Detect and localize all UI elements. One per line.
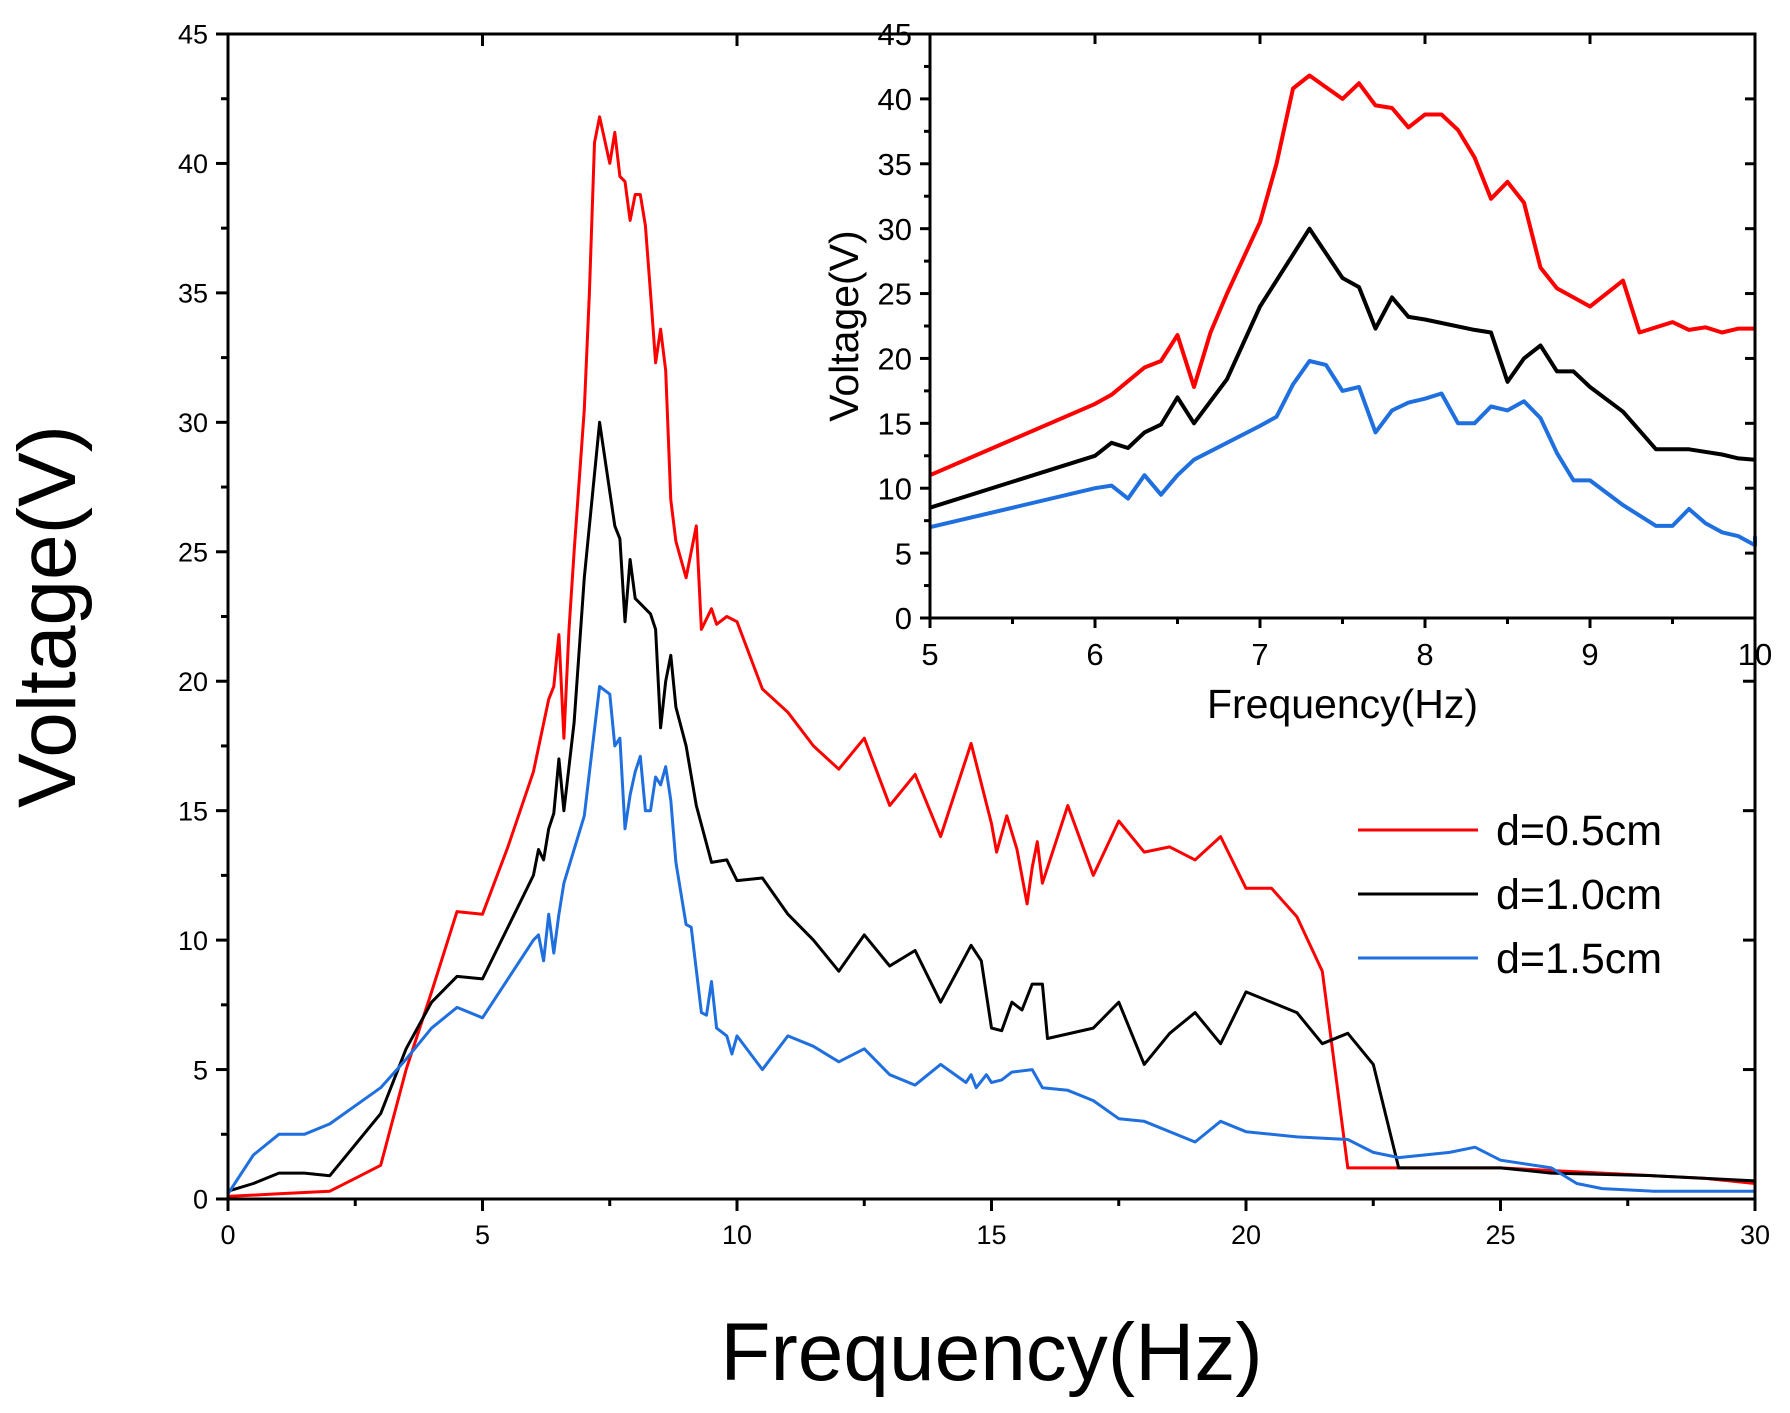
main-series-line-3: [226, 684, 1755, 1195]
main-y-tick-label: 45: [178, 20, 208, 50]
inset-y-tick-label: 0: [895, 601, 912, 636]
inset-y-tick-label: 15: [878, 406, 912, 441]
main-y-tick-label: 10: [178, 926, 208, 956]
inset-x-tick-label: 9: [1581, 637, 1598, 672]
inset-y-tick-label: 20: [878, 342, 912, 377]
main-x-tick-label: 20: [1231, 1220, 1261, 1250]
legend-label-2: d=1.0cm: [1496, 871, 1662, 919]
main-chart: 0 5 10 15 20 25 30051015202530354045Frequency(…: [2, 20, 1770, 1398]
inset-series-line-3: [929, 359, 1757, 548]
main-y-tick-label: 15: [178, 796, 208, 826]
main-y-tick-label: 20: [178, 667, 208, 697]
legend-label-1: d=0.5cm: [1496, 807, 1662, 855]
main-x-tick-label: 30: [1740, 1220, 1770, 1250]
main-y-tick-label: 35: [178, 279, 208, 309]
inset-x-tick-label: 5: [921, 637, 938, 672]
inset-x-tick-label: 10: [1738, 637, 1772, 672]
inset-y-tick-label: 45: [878, 17, 912, 52]
inset-series-line-1: [929, 73, 1755, 478]
main-x-tick-label: 25: [1485, 1220, 1515, 1250]
legend: d=0.5cm d=1.0cm d=1.5cm: [1358, 807, 1662, 983]
main-x-tick-label: 5: [475, 1220, 490, 1250]
main-y-tick-label: 0: [193, 1185, 208, 1215]
main-x-tick-label: 15: [976, 1220, 1006, 1250]
inset-series-line-2: [929, 226, 1756, 510]
inset-y-tick-label: 10: [878, 471, 912, 506]
legend-label-3: d=1.5cm: [1496, 935, 1662, 983]
main-series-line-1: [227, 115, 1756, 1198]
inset-y-tick-label: 35: [878, 147, 912, 182]
inset-x-axis-label: Frequency(Hz): [1207, 681, 1478, 727]
inset-y-tick-label: 25: [878, 277, 912, 312]
main-y-tick-label: 5: [193, 1055, 208, 1085]
main-y-tick-label: 40: [178, 149, 208, 179]
main-series-line-2: [227, 420, 1756, 1193]
inset-x-tick-label: 8: [1416, 637, 1433, 672]
inset-chart: 5 6 7 8 9 10051015202530354045Frequency(Hz)Vo…: [821, 17, 1772, 727]
main-y-axis-label: Voltage(V): [2, 425, 93, 808]
main-x-tick-label: 0: [220, 1220, 235, 1250]
inset-y-tick-label: 40: [878, 82, 912, 117]
inset-background: [930, 34, 1755, 618]
main-y-tick-label: 25: [178, 537, 208, 567]
inset-y-tick-label: 5: [895, 536, 912, 571]
inset-x-tick-label: 6: [1086, 637, 1103, 672]
main-x-tick-label: 10: [722, 1220, 752, 1250]
inset-y-axis-label: Voltage(V): [821, 230, 867, 421]
main-y-tick-label: 30: [178, 408, 208, 438]
main-x-axis-label: Frequency(Hz): [720, 1307, 1262, 1398]
inset-y-tick-label: 30: [878, 212, 912, 247]
inset-x-tick-label: 7: [1251, 637, 1268, 672]
